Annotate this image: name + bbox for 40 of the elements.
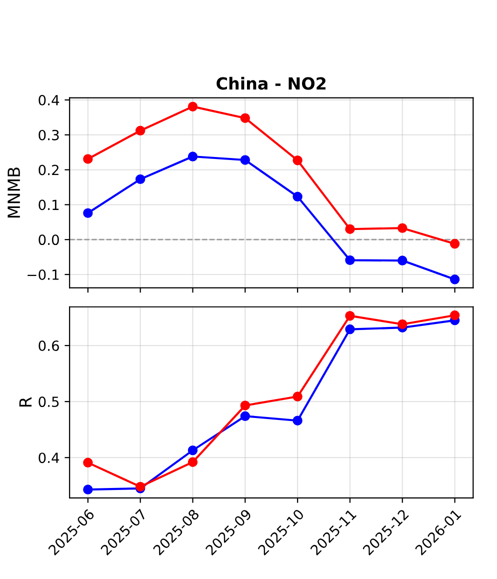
point	[292, 392, 302, 402]
point	[188, 102, 198, 112]
point	[292, 155, 302, 166]
point	[83, 484, 93, 494]
point	[83, 208, 93, 218]
point	[240, 155, 250, 165]
point	[188, 445, 198, 456]
point	[83, 458, 93, 468]
point	[292, 416, 302, 426]
point	[83, 154, 93, 164]
y-tick-label: 0.4	[38, 452, 60, 464]
point	[398, 223, 408, 233]
y-tick-label: 0.5	[38, 396, 59, 408]
point	[398, 256, 408, 266]
point	[188, 457, 198, 467]
point	[240, 400, 250, 410]
y-tick-label: 0.3	[38, 130, 59, 140]
point	[398, 319, 408, 330]
point	[345, 224, 355, 234]
point	[450, 274, 460, 284]
point	[450, 310, 460, 320]
point	[450, 238, 460, 249]
point	[292, 192, 302, 202]
point	[345, 324, 355, 334]
y-tick-label: 0.2	[38, 164, 58, 176]
point	[345, 255, 355, 266]
point	[135, 174, 146, 184]
y-axis-title: R	[19, 397, 32, 407]
y-tick-label: −0.1	[28, 269, 59, 280]
chart-title: China - NO2	[216, 76, 326, 90]
point	[240, 113, 250, 123]
y-axis-title: MNMB	[8, 168, 20, 218]
y-tick-label: 0.4	[38, 94, 60, 106]
point	[345, 310, 355, 321]
y-tick-label: 0.6	[38, 340, 59, 352]
point	[188, 152, 198, 162]
y-tick-label: 0.0	[38, 234, 59, 246]
y-tick-label: 0.1	[38, 200, 59, 210]
point	[240, 411, 250, 421]
point	[135, 126, 146, 136]
